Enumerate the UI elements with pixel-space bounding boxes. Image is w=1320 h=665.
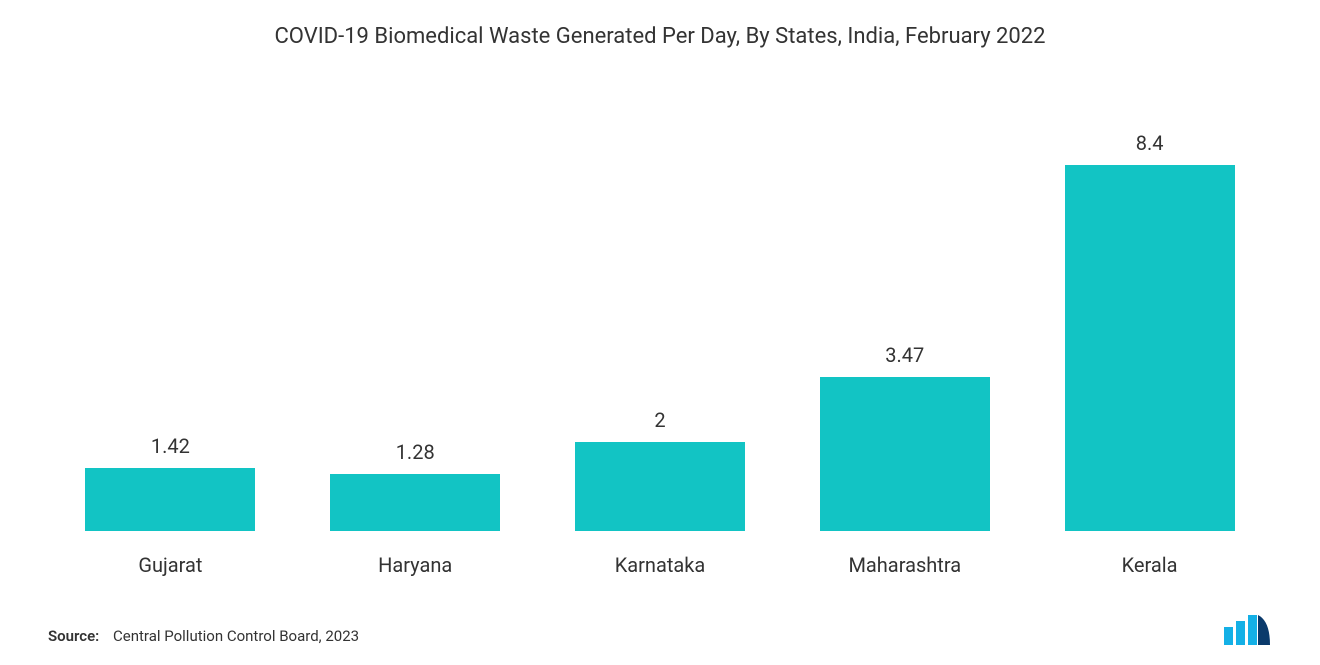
bar-slot: 8.4 — [1027, 131, 1272, 531]
plot-area: 1.42 1.28 2 3.47 8.4 — [48, 91, 1272, 531]
x-axis-label: Karnataka — [538, 553, 783, 577]
bars-row: 1.42 1.28 2 3.47 8.4 — [48, 131, 1272, 531]
source-label: Source: — [48, 627, 99, 645]
x-axis-label: Haryana — [293, 553, 538, 577]
bar-slot: 1.42 — [48, 131, 293, 531]
x-axis: GujaratHaryanaKarnatakaMaharashtraKerala — [48, 553, 1272, 577]
brand-logo-icon — [1224, 613, 1272, 645]
bar — [330, 474, 500, 531]
x-axis-label: Maharashtra — [782, 553, 1027, 577]
bar-value-label: 8.4 — [1136, 131, 1164, 155]
source-text: Central Pollution Control Board, 2023 — [113, 627, 359, 645]
x-axis-label: Gujarat — [48, 553, 293, 577]
bar-slot: 2 — [538, 131, 783, 531]
bar-value-label: 3.47 — [885, 343, 924, 367]
bar — [820, 377, 990, 531]
bar — [575, 442, 745, 531]
bar-slot: 1.28 — [293, 131, 538, 531]
bar-value-label: 1.42 — [151, 434, 190, 458]
source-line: Source: Central Pollution Control Board,… — [48, 627, 359, 645]
chart-title: COVID-19 Biomedical Waste Generated Per … — [48, 24, 1272, 49]
bar-value-label: 1.28 — [396, 440, 435, 464]
chart-footer: Source: Central Pollution Control Board,… — [48, 613, 1272, 645]
x-axis-label: Kerala — [1027, 553, 1272, 577]
bar-slot: 3.47 — [782, 131, 1027, 531]
bar — [85, 468, 255, 531]
bar — [1065, 165, 1235, 531]
chart-container: COVID-19 Biomedical Waste Generated Per … — [0, 0, 1320, 665]
bar-value-label: 2 — [654, 408, 665, 432]
